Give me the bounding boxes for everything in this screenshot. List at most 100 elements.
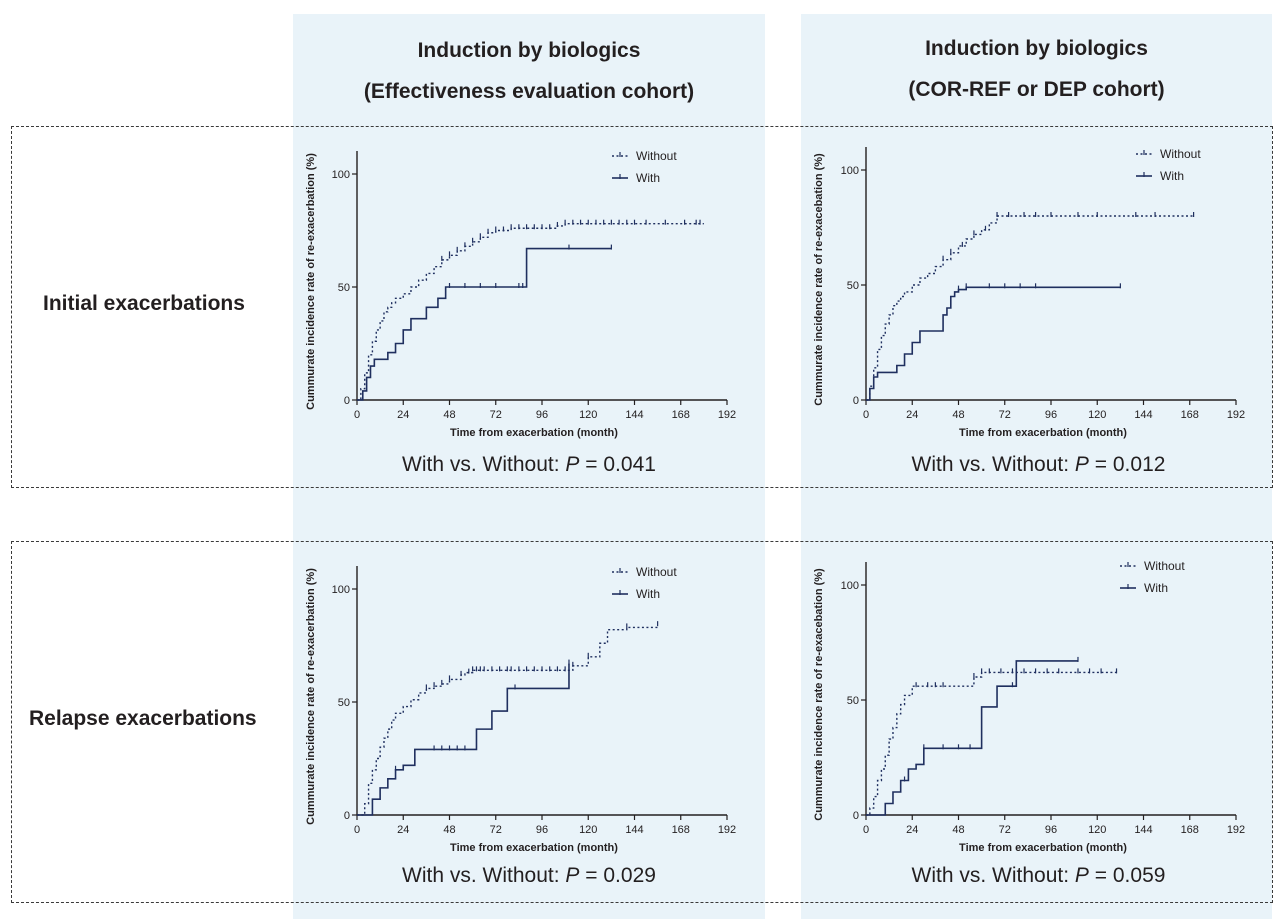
y-axis-title: Cummurate incidence rate of re-exacebati… xyxy=(813,568,825,821)
y-tick-label: 100 xyxy=(332,169,350,181)
column-heading-line1: Induction by biologics xyxy=(925,37,1148,60)
x-tick-label: 0 xyxy=(863,409,869,421)
y-axis-title: Cummurate incidence rate of re-exacebati… xyxy=(813,153,825,406)
p-operator: = xyxy=(1088,453,1113,476)
x-tick-label: 144 xyxy=(1134,824,1152,836)
legend-label-with: With xyxy=(1160,169,1184,183)
y-tick-label: 0 xyxy=(853,810,859,822)
column-panel-effectiveness xyxy=(293,14,765,919)
y-tick-label: 100 xyxy=(332,584,350,596)
series-line-with xyxy=(357,247,612,401)
x-axis-title: Time from exacerbation (month) xyxy=(450,842,618,854)
p-value: 0.029 xyxy=(603,864,656,887)
comparison-text: With vs. Without: P = 0.012 xyxy=(801,453,1276,477)
p-symbol: P xyxy=(1074,453,1089,476)
column-heading-cor-ref-dep: Induction by biologics (COR-REF or DEP c… xyxy=(801,28,1272,110)
comparison-text: With vs. Without: P = 0.029 xyxy=(293,864,765,888)
y-tick-label: 50 xyxy=(338,282,350,294)
legend-label-without: Without xyxy=(636,149,677,163)
x-tick-label: 0 xyxy=(354,824,360,836)
row-frame-initial xyxy=(11,126,1273,488)
series-line-without xyxy=(357,625,659,816)
x-tick-label: 0 xyxy=(354,409,360,421)
legend-label-with: With xyxy=(1144,581,1168,595)
column-heading-effectiveness: Induction by biologics (Effectiveness ev… xyxy=(293,30,765,112)
legend-label-without: Without xyxy=(1160,147,1201,161)
y-tick-label: 100 xyxy=(841,580,859,592)
y-tick-label: 50 xyxy=(338,697,350,709)
x-tick-label: 24 xyxy=(906,824,918,836)
x-axis-title: Time from exacerbation (month) xyxy=(450,427,618,439)
y-tick-label: 0 xyxy=(344,395,350,407)
x-tick-label: 72 xyxy=(490,824,502,836)
legend-label-without: Without xyxy=(1144,559,1185,573)
x-tick-label: 168 xyxy=(1181,824,1199,836)
x-tick-label: 192 xyxy=(1227,409,1245,421)
legend-label-without: Without xyxy=(636,565,677,579)
y-tick-label: 0 xyxy=(344,810,350,822)
x-tick-label: 48 xyxy=(443,409,455,421)
p-value: 0.041 xyxy=(603,453,656,476)
x-tick-label: 96 xyxy=(1045,824,1057,836)
y-tick-label: 50 xyxy=(847,280,859,292)
comparison-prefix: With vs. Without: xyxy=(402,864,566,887)
column-panel-cor-ref-dep xyxy=(801,14,1272,919)
x-tick-label: 72 xyxy=(999,824,1011,836)
p-operator: = xyxy=(579,453,604,476)
x-tick-label: 48 xyxy=(952,409,964,421)
series-line-without xyxy=(866,215,1194,401)
x-tick-label: 24 xyxy=(906,409,918,421)
x-tick-label: 48 xyxy=(443,824,455,836)
series-line-without xyxy=(866,671,1117,816)
x-axis-title: Time from exacerbation (month) xyxy=(959,842,1127,854)
y-tick-label: 0 xyxy=(853,395,859,407)
x-tick-label: 0 xyxy=(863,824,869,836)
p-value: 0.012 xyxy=(1112,453,1166,476)
comparison-prefix: With vs. Without: xyxy=(402,453,566,476)
p-symbol: P xyxy=(1074,864,1089,887)
x-tick-label: 96 xyxy=(536,824,548,836)
x-tick-label: 192 xyxy=(718,824,736,836)
column-heading-line1: Induction by biologics xyxy=(417,39,641,62)
x-tick-label: 96 xyxy=(536,409,548,421)
legend-label-with: With xyxy=(636,587,660,601)
x-tick-label: 168 xyxy=(1181,409,1199,421)
series-line-with xyxy=(866,660,1078,816)
series-line-with xyxy=(866,286,1121,401)
x-tick-label: 24 xyxy=(397,409,409,421)
x-tick-label: 192 xyxy=(718,409,736,421)
x-tick-label: 120 xyxy=(1088,824,1106,836)
comparison-prefix: With vs. Without: xyxy=(911,453,1075,476)
x-tick-label: 72 xyxy=(490,409,502,421)
series-line-without xyxy=(357,223,704,401)
x-tick-label: 96 xyxy=(1045,409,1057,421)
comparison-text: With vs. Without: P = 0.059 xyxy=(801,864,1276,888)
y-axis-title: Cummurate incidence rate of re-exacerbat… xyxy=(305,153,317,410)
x-tick-label: 144 xyxy=(625,409,643,421)
series-line-with xyxy=(357,663,570,816)
y-tick-label: 50 xyxy=(847,695,859,707)
x-tick-label: 120 xyxy=(1088,409,1106,421)
y-axis-title: Cummurate incidence rate of re-exacerbat… xyxy=(305,568,317,825)
x-tick-label: 72 xyxy=(999,409,1011,421)
x-tick-label: 120 xyxy=(579,409,597,421)
x-tick-label: 48 xyxy=(952,824,964,836)
x-tick-label: 144 xyxy=(625,824,643,836)
y-tick-label: 100 xyxy=(841,165,859,177)
x-tick-label: 144 xyxy=(1134,409,1152,421)
row-frame-relapse xyxy=(11,541,1273,903)
x-tick-label: 168 xyxy=(672,409,690,421)
p-symbol: P xyxy=(565,864,580,887)
p-operator: = xyxy=(579,864,604,887)
row-label-relapse: Relapse exacerbations xyxy=(29,707,257,730)
comparison-text: With vs. Without: P = 0.041 xyxy=(293,453,765,477)
x-tick-label: 120 xyxy=(579,824,597,836)
legend-label-with: With xyxy=(636,171,660,185)
x-tick-label: 192 xyxy=(1227,824,1245,836)
p-value: 0.059 xyxy=(1112,864,1166,887)
p-symbol: P xyxy=(565,453,580,476)
comparison-prefix: With vs. Without: xyxy=(911,864,1075,887)
column-heading-line2: (COR-REF or DEP cohort) xyxy=(908,78,1165,101)
x-tick-label: 168 xyxy=(672,824,690,836)
